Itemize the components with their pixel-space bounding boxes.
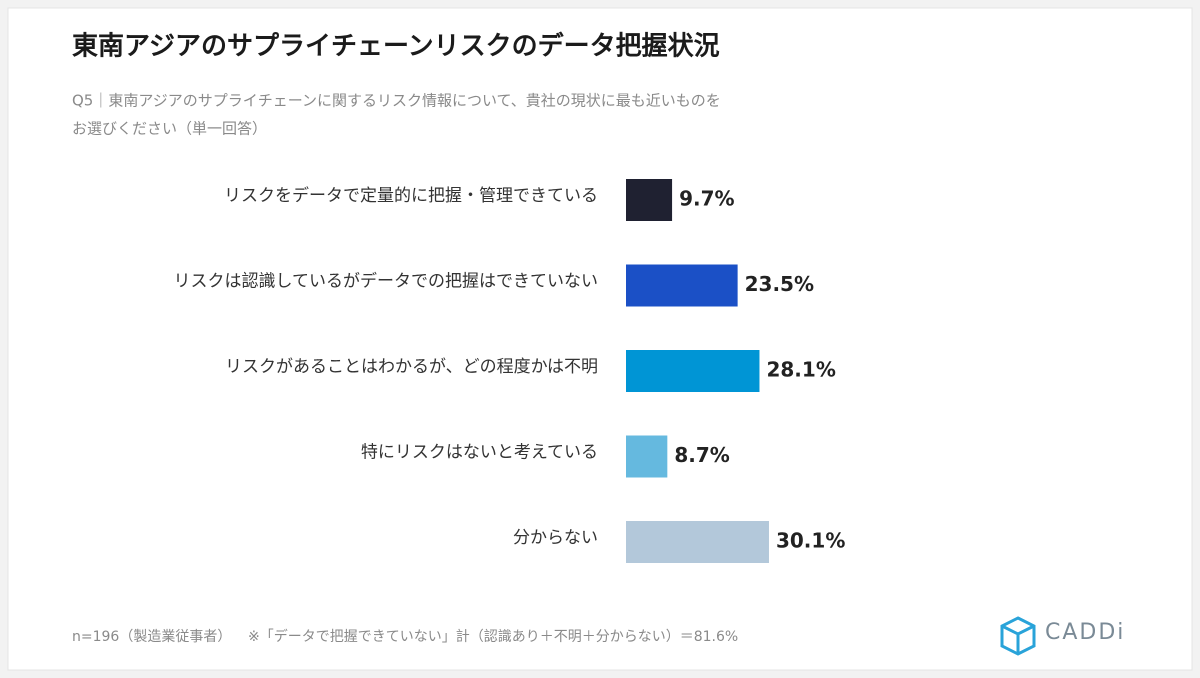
category-label: リスクは認識しているがデータでの把握はできていない bbox=[174, 271, 599, 292]
logo-icon bbox=[1000, 616, 1036, 656]
value-label: 9.7% bbox=[679, 187, 734, 211]
footnote: ※「データで把握できていない」計（認識あり＋不明＋分からない）＝81.6% bbox=[248, 628, 738, 645]
bar bbox=[626, 435, 668, 478]
category-label: リスクをデータで定量的に把握・管理できている bbox=[224, 185, 598, 206]
footnote: n=196（製造業従事者） bbox=[72, 629, 231, 645]
bar bbox=[626, 521, 769, 563]
bar bbox=[626, 350, 760, 392]
category-label: 特にリスクはないと考えている bbox=[361, 443, 598, 463]
logo-text: CADDi bbox=[1045, 620, 1125, 645]
subtitle: Q5｜東南アジアのサプライチェーンに関するリスク情報について、貴社の現状に最も近… bbox=[72, 92, 721, 110]
card bbox=[7, 7, 1193, 671]
bar bbox=[626, 264, 738, 307]
subtitle: お選びください（単一回答） bbox=[72, 120, 267, 138]
category-label: リスクがあることはわかるが、どの程度かは不明 bbox=[225, 357, 598, 377]
value-label: 23.5% bbox=[745, 272, 814, 296]
value-label: 30.1% bbox=[776, 529, 845, 553]
chart-title: 東南アジアのサプライチェーンリスクのデータ把握状況 bbox=[72, 31, 720, 62]
bar bbox=[626, 179, 673, 221]
category-label: 分からない bbox=[513, 528, 598, 548]
value-label: 28.1% bbox=[766, 358, 835, 382]
value-label: 8.7% bbox=[674, 443, 729, 467]
